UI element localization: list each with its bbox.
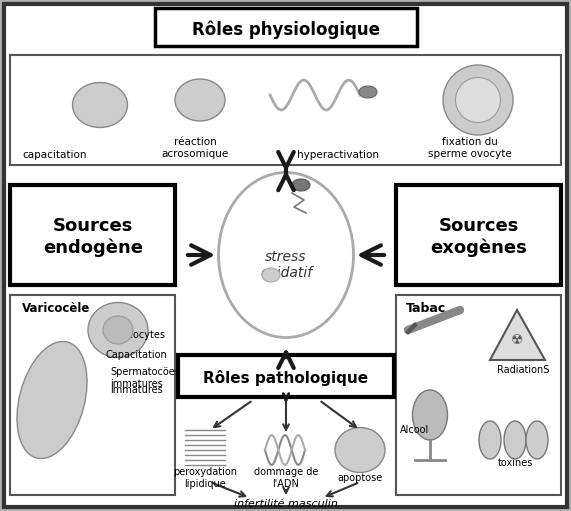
FancyBboxPatch shape: [396, 295, 561, 495]
Text: hyperactivation: hyperactivation: [297, 150, 379, 160]
Text: Leucocytes: Leucocytes: [110, 330, 165, 340]
Ellipse shape: [456, 78, 501, 123]
Text: capacitation: capacitation: [23, 150, 87, 160]
Ellipse shape: [73, 82, 127, 128]
Ellipse shape: [335, 428, 385, 473]
Text: apoptose: apoptose: [337, 473, 383, 483]
Text: peroxydation
lipidique: peroxydation lipidique: [173, 467, 237, 489]
Text: Rôles physiologique: Rôles physiologique: [192, 21, 380, 39]
Ellipse shape: [504, 421, 526, 459]
Text: fixation du
sperme ovocyte: fixation du sperme ovocyte: [428, 137, 512, 159]
FancyBboxPatch shape: [10, 295, 175, 495]
FancyBboxPatch shape: [396, 185, 561, 285]
Text: Spermatocöes
immatures: Spermatocöes immatures: [110, 367, 180, 389]
FancyBboxPatch shape: [4, 4, 567, 507]
Ellipse shape: [526, 421, 548, 459]
Text: Alcool: Alcool: [400, 425, 429, 435]
Text: stress
oxidatif: stress oxidatif: [260, 250, 312, 280]
Ellipse shape: [103, 316, 133, 344]
Ellipse shape: [175, 79, 225, 121]
Text: infertilité masculin: infertilité masculin: [234, 499, 338, 509]
Text: Capacitation: Capacitation: [105, 350, 167, 360]
Ellipse shape: [219, 173, 353, 337]
FancyBboxPatch shape: [10, 185, 175, 285]
FancyBboxPatch shape: [10, 55, 561, 165]
Ellipse shape: [359, 86, 377, 98]
Text: Sources
endogène: Sources endogène: [43, 217, 143, 257]
Text: Tabac: Tabac: [406, 301, 447, 314]
Text: dommage de
l'ADN: dommage de l'ADN: [254, 467, 318, 489]
Text: Rôles pathologique: Rôles pathologique: [203, 370, 368, 386]
Text: toxines: toxines: [497, 458, 533, 468]
FancyBboxPatch shape: [155, 8, 417, 46]
Ellipse shape: [412, 390, 448, 440]
Ellipse shape: [443, 65, 513, 135]
Text: immatures: immatures: [110, 385, 163, 395]
Ellipse shape: [292, 179, 310, 191]
Ellipse shape: [262, 268, 280, 282]
Ellipse shape: [17, 341, 87, 458]
Text: Sources
exogènes: Sources exogènes: [431, 217, 528, 257]
Ellipse shape: [479, 421, 501, 459]
Text: réaction
acrosomique: réaction acrosomique: [162, 137, 228, 159]
Text: Varicocèle: Varicocèle: [22, 301, 90, 314]
Text: RadiationS: RadiationS: [497, 365, 549, 375]
Ellipse shape: [88, 303, 148, 358]
FancyBboxPatch shape: [178, 355, 394, 397]
Text: ☢: ☢: [510, 333, 523, 347]
Polygon shape: [490, 310, 545, 360]
